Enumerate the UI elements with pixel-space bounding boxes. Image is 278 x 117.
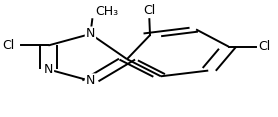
Text: Cl: Cl xyxy=(258,40,270,53)
Text: N: N xyxy=(86,27,95,40)
Text: Cl: Cl xyxy=(2,39,15,52)
Text: N: N xyxy=(44,63,53,76)
Text: N: N xyxy=(86,74,95,87)
Text: CH₃: CH₃ xyxy=(95,5,118,18)
Text: Cl: Cl xyxy=(143,4,155,17)
